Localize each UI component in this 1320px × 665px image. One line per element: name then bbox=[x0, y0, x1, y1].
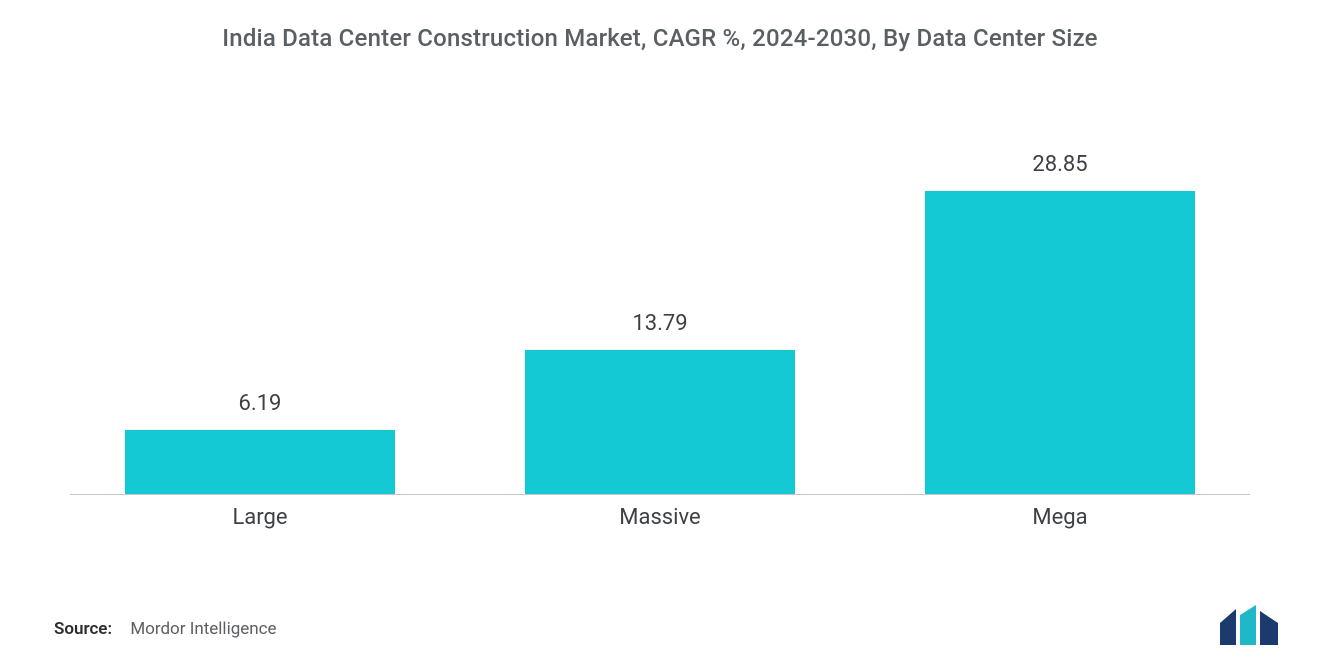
x-baseline bbox=[70, 494, 1250, 495]
chart-container: India Data Center Construction Market, C… bbox=[0, 0, 1320, 665]
plot-area: 6.19 13.79 28.85 Large Massive Mega bbox=[60, 90, 1260, 535]
x-labels-row: Large Massive Mega bbox=[60, 499, 1260, 535]
source-value: Mordor Intelligence bbox=[130, 619, 276, 639]
logo-bar-1 bbox=[1220, 609, 1236, 645]
bar-group-large: 6.19 bbox=[60, 391, 460, 495]
chart-title: India Data Center Construction Market, C… bbox=[0, 24, 1320, 52]
bar-rect-large bbox=[125, 430, 395, 495]
bar-rect-mega bbox=[925, 191, 1195, 495]
bar-group-massive: 13.79 bbox=[460, 311, 860, 495]
bar-rect-massive bbox=[525, 350, 795, 495]
bar-value-mega: 28.85 bbox=[1032, 152, 1087, 177]
bar-group-mega: 28.85 bbox=[860, 152, 1260, 495]
bar-value-large: 6.19 bbox=[239, 391, 282, 416]
x-label-large: Large bbox=[60, 505, 460, 530]
x-label-massive: Massive bbox=[460, 505, 860, 530]
x-label-mega: Mega bbox=[860, 505, 1260, 530]
bars-row: 6.19 13.79 28.85 bbox=[60, 90, 1260, 495]
logo-bar-3 bbox=[1260, 611, 1278, 645]
logo-bar-2 bbox=[1240, 605, 1256, 645]
bar-value-massive: 13.79 bbox=[632, 311, 687, 336]
mordor-logo-icon bbox=[1218, 605, 1282, 647]
source-footer: Source: Mordor Intelligence bbox=[54, 619, 277, 639]
source-label: Source: bbox=[54, 619, 112, 639]
